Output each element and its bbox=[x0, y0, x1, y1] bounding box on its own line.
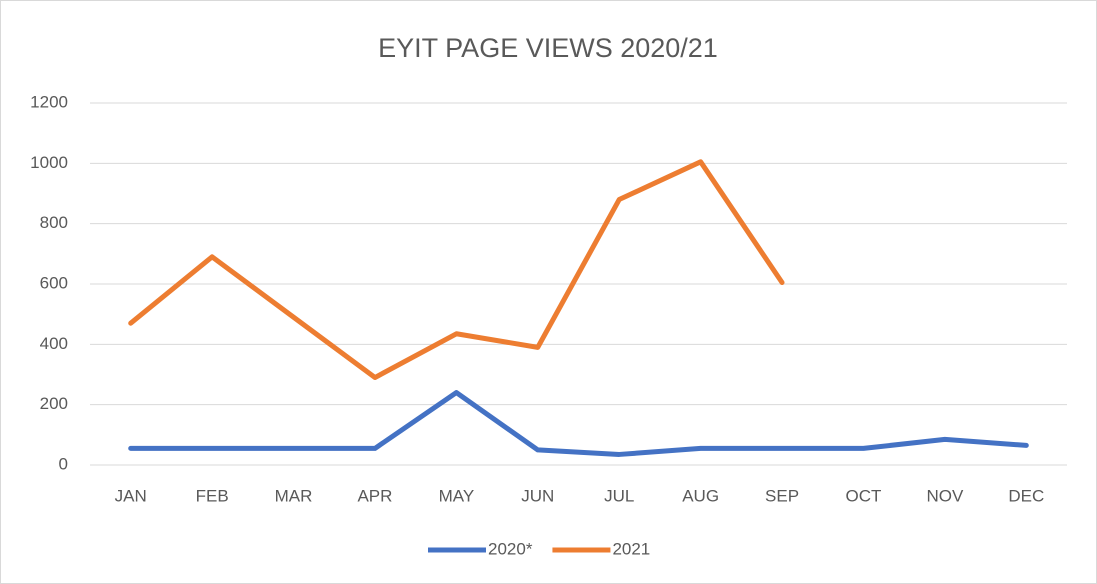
legend-label: 2021 bbox=[612, 539, 650, 558]
legend-label: 2020* bbox=[488, 539, 533, 558]
line-series bbox=[128, 390, 1029, 457]
x-tick-label: JUL bbox=[604, 486, 634, 505]
x-tick-label: SEP bbox=[765, 486, 799, 505]
line-series bbox=[128, 159, 785, 381]
x-tick-label: MAR bbox=[275, 486, 313, 505]
x-tick-label: JUN bbox=[521, 486, 554, 505]
y-tick-label: 600 bbox=[40, 273, 68, 292]
x-tick-label: DEC bbox=[1008, 486, 1044, 505]
y-tick-label: 400 bbox=[40, 334, 68, 353]
x-tick-label: AUG bbox=[682, 486, 719, 505]
chart-title: EYIT PAGE VIEWS 2020/21 bbox=[378, 33, 718, 63]
x-tick-label: NOV bbox=[926, 486, 964, 505]
x-tick-label: APR bbox=[357, 486, 392, 505]
y-tick-label: 800 bbox=[40, 213, 68, 232]
y-tick-label: 0 bbox=[59, 454, 68, 473]
y-tick-label: 1000 bbox=[30, 153, 68, 172]
y-tick-label: 1200 bbox=[30, 92, 68, 111]
x-tick-label: JAN bbox=[115, 486, 147, 505]
x-tick-label: OCT bbox=[846, 486, 882, 505]
x-tick-label: MAY bbox=[439, 486, 475, 505]
x-tick-label: FEB bbox=[196, 486, 229, 505]
y-tick-label: 200 bbox=[40, 394, 68, 413]
